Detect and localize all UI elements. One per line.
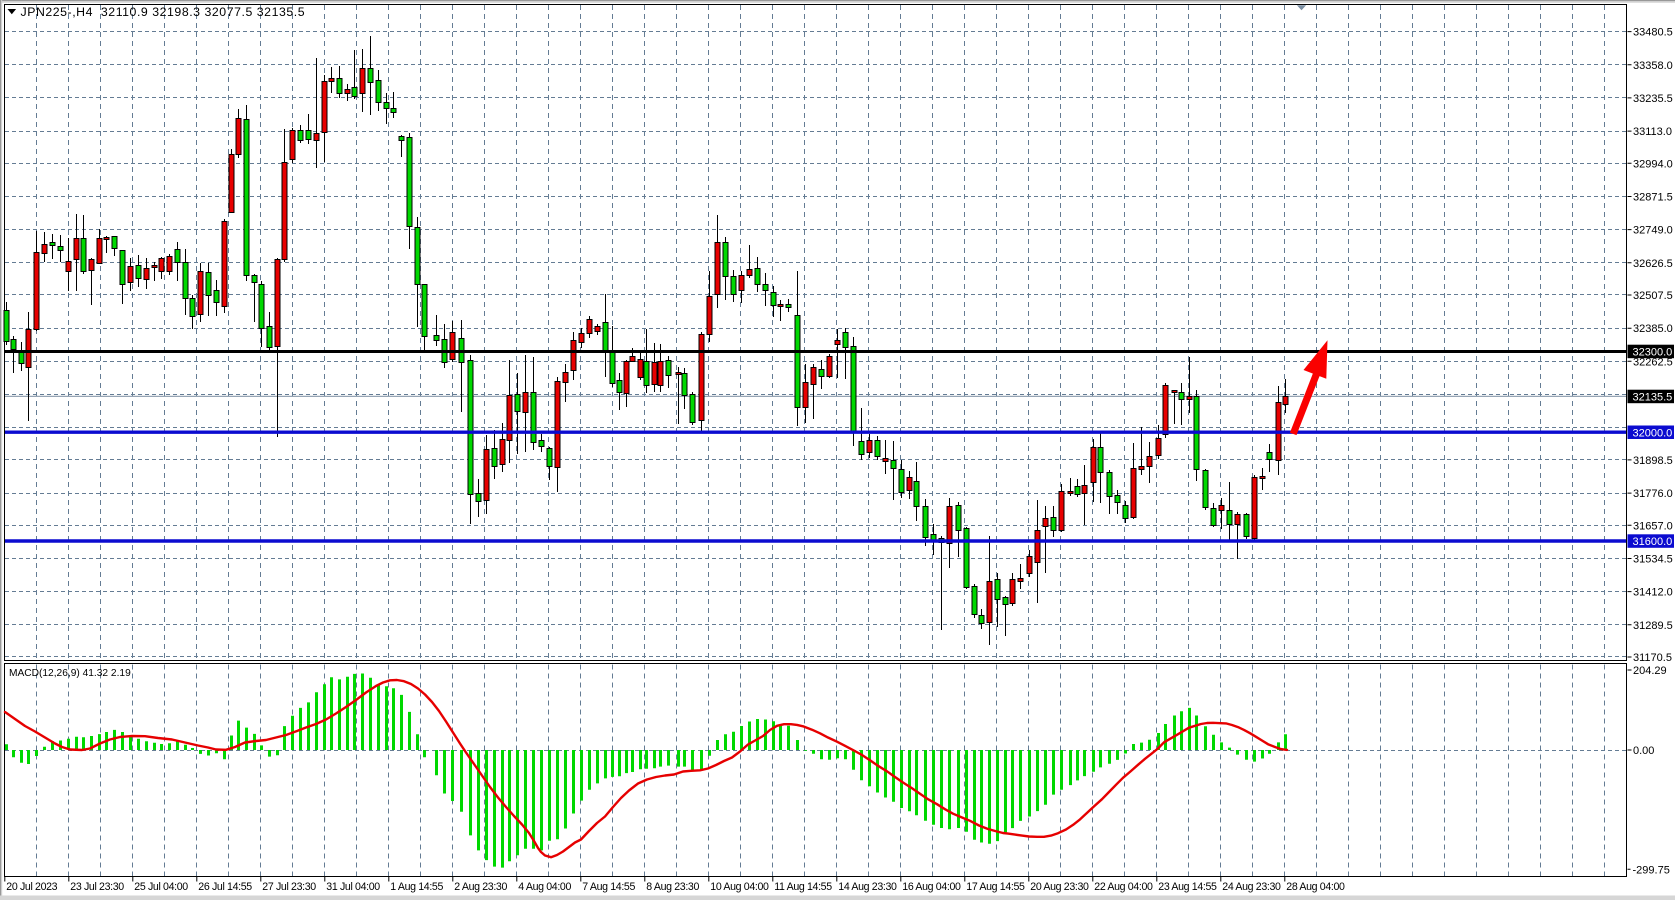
svg-text:26 Jul 14:55: 26 Jul 14:55 [198,881,252,893]
svg-text:11 Aug 14:55: 11 Aug 14:55 [774,881,832,893]
svg-text:2 Aug 23:30: 2 Aug 23:30 [454,881,507,893]
svg-text:4 Aug 04:00: 4 Aug 04:00 [518,881,571,893]
svg-text:32262.5: 32262.5 [1633,356,1673,368]
svg-text:27 Jul 23:30: 27 Jul 23:30 [262,881,316,893]
svg-text:20 Aug 23:30: 20 Aug 23:30 [1030,881,1089,893]
svg-text:31600.0: 31600.0 [1633,536,1673,548]
svg-text:17 Aug 14:55: 17 Aug 14:55 [966,881,1025,893]
svg-text:32385.0: 32385.0 [1633,323,1673,335]
svg-text:32626.5: 32626.5 [1633,258,1673,270]
svg-text:33235.5: 33235.5 [1633,93,1673,105]
svg-text:22 Aug 04:00: 22 Aug 04:00 [1094,881,1153,893]
svg-text:32994.0: 32994.0 [1633,158,1673,170]
svg-text:31776.0: 31776.0 [1633,488,1673,500]
svg-text:8 Aug 23:30: 8 Aug 23:30 [646,881,699,893]
svg-text:204.29: 204.29 [1633,665,1667,677]
svg-text:0.00: 0.00 [1633,745,1654,757]
svg-text:31170.5: 31170.5 [1633,652,1672,664]
svg-text:1 Aug 14:55: 1 Aug 14:55 [390,881,443,893]
svg-text:32135.5: 32135.5 [1633,392,1673,404]
svg-text:23 Jul 23:30: 23 Jul 23:30 [70,881,124,893]
svg-text:31289.5: 31289.5 [1633,620,1673,632]
svg-text:32749.0: 32749.0 [1633,225,1673,237]
svg-text:32871.5: 32871.5 [1633,192,1673,204]
svg-text:JPN225-,H4 32110.9 32198.3 32: JPN225-,H4 32110.9 32198.3 32077.5 32135… [21,5,306,19]
svg-text:23 Aug 14:55: 23 Aug 14:55 [1158,881,1217,893]
svg-text:32300.0: 32300.0 [1633,347,1673,359]
svg-text:31898.5: 31898.5 [1633,455,1673,467]
svg-text:7 Aug 14:55: 7 Aug 14:55 [582,881,635,893]
svg-text:31 Jul 04:00: 31 Jul 04:00 [326,881,380,893]
svg-text:33358.0: 33358.0 [1633,60,1673,72]
svg-text:32000.0: 32000.0 [1633,427,1673,439]
svg-text:33480.5: 33480.5 [1633,27,1673,39]
svg-text:20 Jul 2023: 20 Jul 2023 [6,881,57,893]
svg-text:31657.0: 31657.0 [1633,520,1673,532]
svg-text:33113.0: 33113.0 [1633,126,1672,138]
svg-text:16 Aug 04:00: 16 Aug 04:00 [902,881,961,893]
svg-text:25 Jul 04:00: 25 Jul 04:00 [134,881,188,893]
svg-text:10 Aug 04:00: 10 Aug 04:00 [710,881,769,893]
svg-text:32507.5: 32507.5 [1633,290,1673,302]
svg-text:28 Aug 04:00: 28 Aug 04:00 [1286,881,1345,893]
svg-text:MACD(12,26,9) 41.32 2.19: MACD(12,26,9) 41.32 2.19 [9,668,131,679]
svg-text:31412.0: 31412.0 [1633,587,1673,599]
svg-text:14 Aug 23:30: 14 Aug 23:30 [838,881,897,893]
svg-text:24 Aug 23:30: 24 Aug 23:30 [1222,881,1281,893]
svg-text:-299.75: -299.75 [1633,864,1670,876]
svg-text:31534.5: 31534.5 [1633,554,1673,566]
